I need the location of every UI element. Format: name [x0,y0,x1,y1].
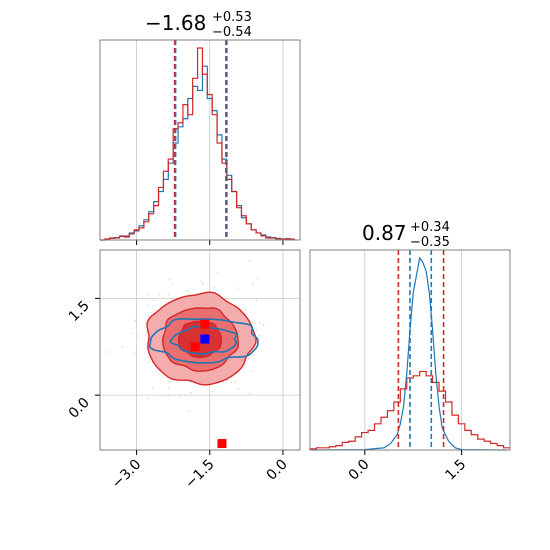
joint-panel: −3.0 −1.5 0.0 0.0 1.5 [66,249,306,492]
p1-title-minus: −0.35 [410,235,450,250]
red-contour-level [177,320,223,359]
p1-title-median: 0.87 [362,221,407,245]
scatter-point [258,334,261,337]
p0-quantile-lines [173,40,228,240]
scatter-point [134,319,137,322]
scatter-point [167,293,170,296]
y-tick-label: 0.0 [66,395,93,422]
scatter-point [202,283,205,285]
scatter-point [304,338,306,340]
scatter-point [226,379,229,382]
p0-histogram-frame [99,39,301,241]
blue-square-marker [200,334,210,344]
y-tick-label: 1.5 [66,298,93,325]
x-tick-label: 1.5 [442,457,469,484]
p1-histogram-panel: 0.0 1.5 0.87 +0.34 −0.35 [309,220,511,484]
scatter-point [137,335,140,337]
p0-title: −1.68 [145,11,206,35]
p0-histogram-bars [100,47,296,241]
scatter-point [158,293,161,296]
p1-hist-blue [313,256,507,451]
scatter-point [66,304,68,306]
scatter-point [234,381,237,384]
scatter-point [121,346,124,348]
scatter-point [151,386,154,389]
x-tick-label: 0.0 [346,457,373,484]
x-tick-label: −1.5 [182,457,217,492]
scatter-point [250,370,253,372]
p0-title-median: −1.68 [145,11,206,35]
scatter-point [236,287,239,290]
scatter-point [187,290,189,293]
scatter-point [147,361,150,363]
p0-histogram-grid [136,40,284,245]
scatter-point [146,304,149,307]
scatter-point [251,283,254,285]
scatter-point [248,259,251,262]
scatter-point [237,387,240,390]
joint-frame [99,249,301,451]
scatter-point [179,396,182,399]
p1-histogram-grid [364,250,463,450]
x-tick-label: −3.0 [109,457,144,492]
scatter-point [144,333,147,336]
scatter-point [216,272,219,274]
scatter-point [132,332,134,335]
p1-y-ticks: 0.0 1.5 [66,297,100,422]
joint-markers [190,319,227,449]
p1-x-ticks: 0.0 1.5 [346,450,469,484]
p0-x-ticks: −3.0 −1.5 0.0 [109,450,291,492]
scatter-point [248,392,251,395]
scatter-point [229,381,232,384]
scatter-point [147,397,150,400]
p1-title-plus: +0.34 [410,220,450,235]
x-tick-label: 0.0 [264,457,291,484]
p1-title: 0.87 [362,221,407,245]
scatter-point [146,331,149,334]
red-square-marker [217,439,227,449]
scatter-point [146,293,149,296]
scatter-point [211,390,214,393]
scatter-point [262,324,265,326]
p0-title-plus: +0.53 [212,10,252,25]
scatter-point [247,357,250,360]
scatter-point [148,315,151,318]
p0-title-minus: −0.54 [212,25,252,40]
scatter-point [172,283,174,286]
scatter-point [132,352,135,355]
scatter-point [255,299,258,302]
p0-histogram-panel: −1.68 +0.53 −0.54 [99,10,301,245]
scatter-point [244,308,247,311]
scatter-point [108,351,110,353]
p0-hist-red [100,47,296,241]
scatter-point [257,278,260,280]
red-square-marker [190,342,200,352]
scatter-point [255,328,258,331]
scatter-point [152,299,155,301]
scatter-point [190,457,192,459]
scatter-point [188,410,191,413]
red-square-marker [200,319,210,329]
scatter-point [245,312,248,315]
joint-contours [146,291,259,386]
scatter-point [200,280,203,283]
scatter-point [259,322,261,325]
scatter-point [190,391,192,394]
p1-quantile-lines [397,250,445,450]
scatter-point [167,387,170,390]
blue-contour-level [148,317,259,364]
blue-contour-level [169,325,238,355]
scatter-point [213,286,216,289]
scatter-point [168,278,171,281]
p1-histogram-frame [309,249,511,451]
scatter-point [167,380,170,383]
p0-hist-blue [100,65,296,241]
